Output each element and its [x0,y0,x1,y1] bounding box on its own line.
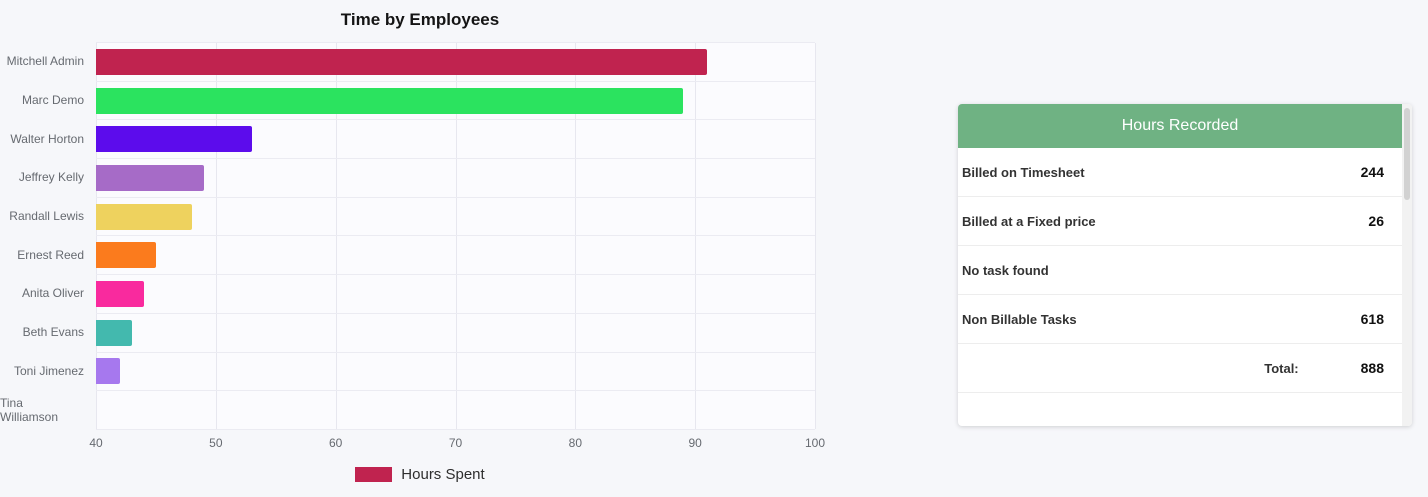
bar-row [96,43,815,82]
bar-row [96,314,815,353]
y-axis-label: Anita Oliver [21,286,84,301]
bar-row [96,120,815,160]
panel-scrollbar[interactable] [1402,104,1412,426]
y-axis-labels: Mitchell Admin Marc Demo Walter Horton Jeff… [0,42,88,429]
bar-row [96,236,815,276]
gridline [815,43,816,429]
total-label: Total: [1264,360,1299,376]
plot-area [96,42,816,430]
legend-swatch [355,467,393,482]
total-value: 888 [1360,360,1384,376]
legend-label: Hours Spent [401,466,485,483]
bar-mitchell-admin[interactable] [96,48,708,75]
x-tick-label: 70 [448,436,463,450]
y-axis-label: Ernest Reed [17,247,84,262]
panel-title: Hours Recorded [958,104,1402,148]
bar-row [96,159,815,198]
bar-row [96,275,815,314]
time-by-employees-chart: Time by Employees Mitchell Admin Marc Dem… [0,10,840,483]
panel-row: Billed on Timesheet 244 [958,148,1402,197]
x-tick-label: 40 [89,436,103,450]
panel-rows: Billed on Timesheet 244 Billed at a Fixed … [958,148,1402,344]
bar-toni-jimenez[interactable] [96,358,120,385]
row-value: 26 [1368,213,1384,229]
y-axis-label: Jeffrey Kelly [18,170,84,185]
chart-legend: Hours Spent [0,466,840,483]
y-axis-label: Walter Horton [10,131,84,146]
y-axis-label: Toni Jimenez [13,363,84,378]
panel-row: No task found [958,246,1402,295]
x-tick-label: 90 [688,436,702,450]
total-row: Total: 888 [958,344,1402,393]
y-axis-label: Randall Lewis [9,209,84,224]
chart-title: Time by Employees [340,10,500,29]
hours-recorded-content: Hours Recorded Billed on Timesheet 244 Bil… [958,104,1402,426]
scrollbar-thumb[interactable] [1404,108,1410,200]
bar-beth-evans[interactable] [96,319,132,346]
row-label: Billed on Timesheet [962,164,1085,180]
bar-row [96,391,815,430]
bar-row [96,353,815,392]
y-axis-label: Marc Demo [21,93,84,108]
y-axis-label: Mitchell Admin [6,54,84,69]
hours-recorded-panel: Hours Recorded Billed on Timesheet 244 Bil… [958,104,1412,426]
x-tick-label: 80 [568,436,583,450]
row-label: Billed at a Fixed price [962,213,1096,229]
panel-row: Non Billable Tasks 618 [958,295,1402,344]
bar-jeffrey-kelly[interactable] [96,164,204,191]
bar-marc-demo[interactable] [96,87,684,114]
y-axis-label: Tina Williamson [0,395,59,424]
row-value: 618 [1360,311,1384,327]
row-label: Non Billable Tasks [962,311,1077,327]
x-axis-labels: 40 50 60 70 80 90 100 [89,436,825,452]
row-value: 244 [1360,164,1384,180]
x-tick-label: 50 [209,436,223,450]
x-tick-label: 60 [328,436,343,450]
panel-row: Billed at a Fixed price 26 [958,197,1402,246]
bar-row [96,198,815,237]
y-axis-label: Beth Evans [22,325,84,340]
bar-randall-lewis[interactable] [96,203,192,230]
bar-anita-oliver[interactable] [96,280,144,307]
bar-walter-horton[interactable] [96,126,252,153]
row-label: No task found [962,262,1049,278]
x-tick-label: 100 [804,436,826,450]
bar-row [96,82,815,121]
bar-ernest-reed[interactable] [96,242,156,269]
